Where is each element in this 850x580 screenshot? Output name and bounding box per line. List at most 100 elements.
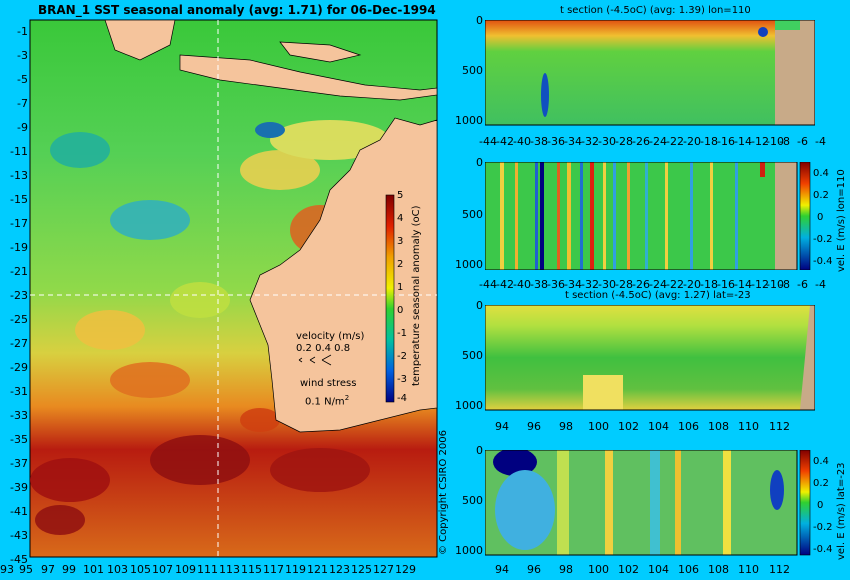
lon-tick: 121	[307, 563, 328, 576]
lon-tick: 115	[241, 563, 262, 576]
lat-tick: -39	[10, 481, 28, 494]
panel1-section	[485, 20, 815, 126]
x-tick: 100	[588, 563, 609, 576]
x-tick: 112	[769, 563, 790, 576]
y-tick: 0	[476, 444, 483, 457]
map-colorbar-label: temperature seasonal anomaly (oC)	[411, 205, 422, 386]
cb-tick: 4	[397, 213, 404, 224]
x-tick: -44	[479, 278, 497, 291]
lat-tick: -45	[10, 553, 28, 566]
lat-tick: -15	[10, 193, 28, 206]
x-tick: -30	[598, 278, 616, 291]
cb-tick: 1	[397, 282, 404, 293]
x-tick: -22	[666, 278, 684, 291]
cb-tick: 0.4	[813, 168, 829, 179]
x-tick: -24	[649, 278, 667, 291]
panel3-xaxis: 94 96 98 100 102 104 106 108 110 112	[485, 420, 815, 434]
x-tick: -6	[797, 278, 808, 291]
sst-map	[29, 19, 438, 558]
x-tick: -12	[751, 135, 769, 148]
x-tick: -34	[564, 278, 582, 291]
velocity-legend-title: velocity (m/s)	[296, 331, 365, 342]
cb-tick: -1	[397, 328, 407, 339]
lon-tick: 119	[285, 563, 306, 576]
x-tick: -40	[513, 278, 531, 291]
lat-tick: -7	[17, 97, 28, 110]
x-tick: 110	[738, 420, 759, 433]
y-tick: 500	[462, 349, 483, 362]
section-lines	[30, 20, 437, 557]
x-tick: -36	[547, 278, 565, 291]
lon-tick: 111	[197, 563, 218, 576]
cb-tick: 0	[817, 500, 824, 511]
x-tick: -16	[717, 278, 735, 291]
panel3-title: t section (-4.5oC) (avg: 1.27) lat=-23	[565, 290, 751, 301]
x-tick: 94	[495, 420, 509, 433]
cb-tick: 2	[397, 259, 404, 270]
x-tick: 96	[527, 563, 541, 576]
lat-tick: -19	[10, 241, 28, 254]
map-colorbar-ticks: 5 4 3 2 1 0 -1 -2 -3 -4	[397, 190, 417, 405]
lat-tick: -13	[10, 169, 28, 182]
lon-tick: 123	[329, 563, 350, 576]
x-tick: -42	[496, 135, 514, 148]
map-colorbar	[385, 194, 395, 403]
x-tick: -24	[649, 135, 667, 148]
cb-tick: -0.2	[813, 522, 833, 533]
panel1-yaxis: 0 500 1000	[455, 14, 483, 128]
y-tick: 500	[462, 64, 483, 77]
copyright-text: © Copyright CSIRO 2006	[438, 430, 449, 555]
x-tick: 98	[559, 563, 573, 576]
lat-tick: -33	[10, 409, 28, 422]
wind-legend-value: 0.1 N/m2	[305, 394, 350, 408]
lon-tick: 99	[62, 563, 76, 576]
x-tick: -44	[479, 135, 497, 148]
x-tick: -26	[632, 135, 650, 148]
map-title: BRAN_1 SST seasonal anomaly (avg: 1.71) …	[38, 3, 436, 17]
lat-tick: -5	[17, 73, 28, 86]
x-tick: -38	[530, 135, 548, 148]
x-tick: 112	[769, 420, 790, 433]
x-tick: -18	[700, 135, 718, 148]
x-tick: 104	[648, 563, 669, 576]
x-tick: -32	[581, 135, 599, 148]
lat-tick: -23	[10, 289, 28, 302]
wind-legend-title: wind stress	[300, 378, 357, 389]
panel4-velocity	[485, 450, 811, 556]
lat-tick: -9	[17, 121, 28, 134]
cb-tick: 0	[397, 305, 404, 316]
x-tick: -14	[734, 135, 752, 148]
x-tick: 102	[618, 563, 639, 576]
lat-tick: -27	[10, 337, 28, 350]
velocity-legend-values: 0.2 0.4 0.8	[296, 343, 351, 354]
y-tick: 0	[476, 299, 483, 312]
velocity-stripes	[500, 162, 765, 270]
x-tick: 102	[618, 420, 639, 433]
panel4-xaxis: 94 96 98 100 102 104 106 108 110 112	[485, 563, 815, 577]
y-tick: 500	[462, 208, 483, 221]
x-tick: -4	[815, 135, 826, 148]
lon-tick: 95	[19, 563, 33, 576]
lon-tick: 103	[107, 563, 128, 576]
x-tick: 94	[495, 563, 509, 576]
y-tick: 1000	[455, 258, 483, 271]
panel2-colorbar-label: vel. E (m/s) lon=110	[836, 169, 847, 272]
cb-tick: 0	[817, 212, 824, 223]
panel4-colorbar-ticks: 0.4 0.2 0 -0.2 -0.4	[813, 450, 837, 560]
panel2-yaxis: 0 500 1000	[455, 156, 483, 271]
y-tick: 500	[462, 494, 483, 507]
lon-tick: 107	[152, 563, 173, 576]
x-tick: 108	[708, 563, 729, 576]
cb-tick: -4	[397, 393, 407, 404]
cb-tick: -0.4	[813, 256, 833, 267]
cb-tick: -0.4	[813, 544, 833, 555]
lon-tick: 129	[395, 563, 416, 576]
y-tick: 1000	[455, 399, 483, 412]
panel3-section	[485, 305, 815, 411]
x-tick: -18	[700, 278, 718, 291]
lon-axis: 93 95 97 99 101 103 105 107 109 111 113 …	[0, 563, 440, 577]
panel3-yaxis: 0 500 1000	[455, 299, 483, 413]
x-tick: -4	[815, 278, 826, 291]
x-tick: 96	[527, 420, 541, 433]
cb-tick: 0.4	[813, 456, 829, 467]
